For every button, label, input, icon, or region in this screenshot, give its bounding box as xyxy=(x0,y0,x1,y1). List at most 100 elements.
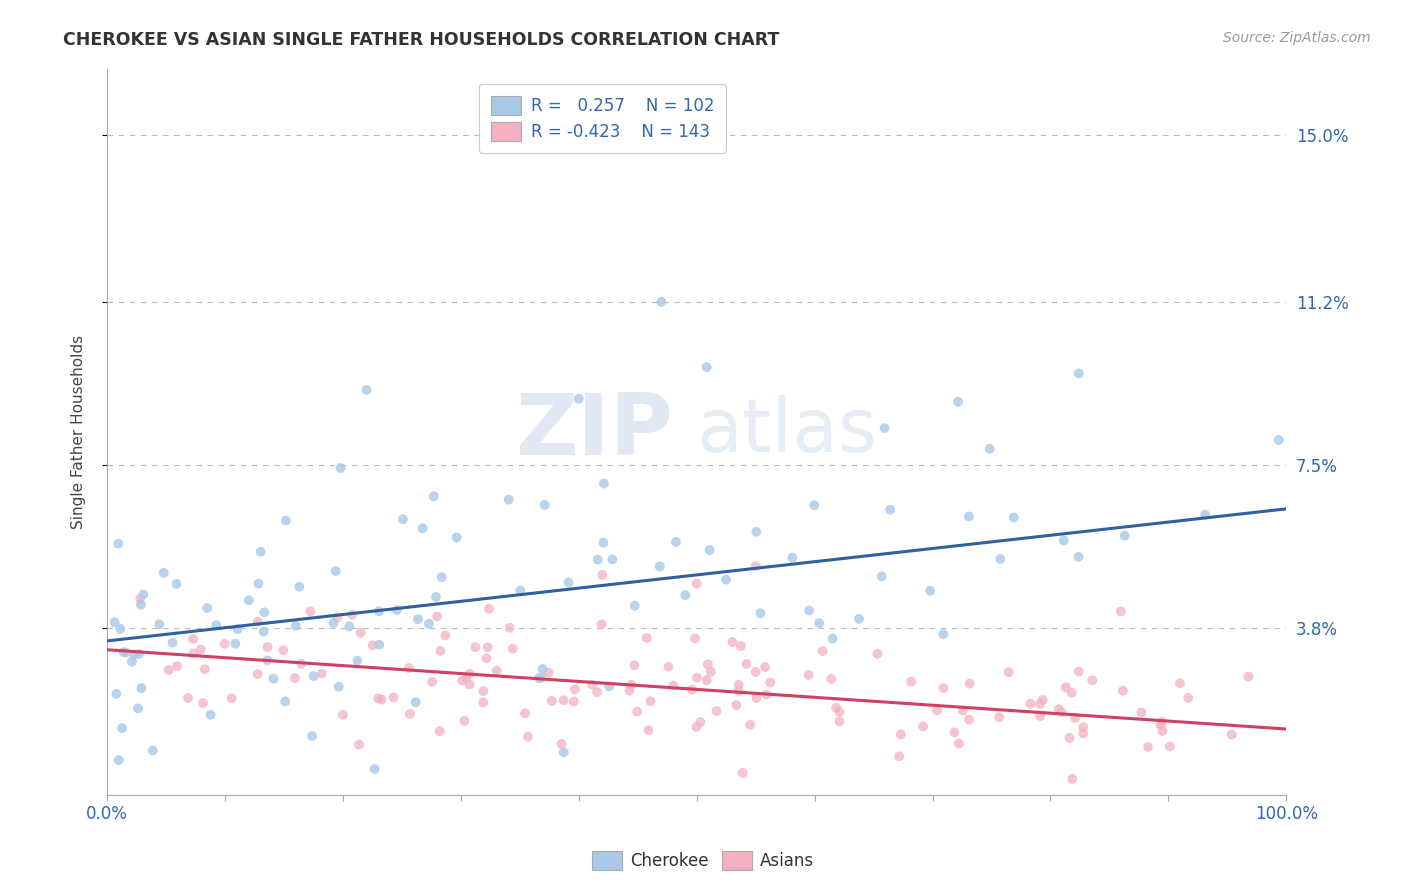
Point xyxy=(782,550,804,565)
Point xyxy=(166,659,188,673)
Point xyxy=(586,552,609,566)
Point xyxy=(249,545,271,559)
Point xyxy=(368,638,391,652)
Legend: R =   0.257    N = 102, R = -0.423    N = 143: R = 0.257 N = 102, R = -0.423 N = 143 xyxy=(479,84,725,153)
Point xyxy=(946,394,969,409)
Text: atlas: atlas xyxy=(697,395,877,468)
Point xyxy=(959,676,981,690)
Point xyxy=(533,498,555,512)
Point xyxy=(828,714,851,729)
Point xyxy=(879,502,901,516)
Point xyxy=(253,605,276,619)
Point xyxy=(347,738,370,752)
Legend: Cherokee, Asians: Cherokee, Asians xyxy=(585,844,821,877)
Point xyxy=(311,666,333,681)
Point xyxy=(456,671,478,685)
Point xyxy=(755,688,778,702)
Point xyxy=(754,660,776,674)
Point xyxy=(759,675,782,690)
Point xyxy=(420,674,443,689)
Point xyxy=(152,566,174,580)
Point xyxy=(498,492,520,507)
Point xyxy=(623,599,645,613)
Point xyxy=(686,576,709,591)
Point xyxy=(1237,669,1260,683)
Point xyxy=(430,570,453,584)
Point xyxy=(367,604,389,618)
Point xyxy=(205,618,228,632)
Point xyxy=(745,665,768,679)
Point xyxy=(129,591,152,606)
Point xyxy=(191,696,214,710)
Point xyxy=(1109,605,1132,619)
Point xyxy=(111,721,134,735)
Point xyxy=(429,724,451,739)
Point xyxy=(1032,693,1054,707)
Point xyxy=(262,672,284,686)
Point xyxy=(485,664,508,678)
Point xyxy=(957,713,980,727)
Point xyxy=(912,719,935,733)
Point xyxy=(1073,720,1095,734)
Point xyxy=(591,568,613,582)
Point xyxy=(177,690,200,705)
Point xyxy=(1060,686,1083,700)
Point xyxy=(714,573,737,587)
Point xyxy=(1168,676,1191,690)
Point xyxy=(721,635,744,649)
Point xyxy=(1064,711,1087,725)
Point xyxy=(686,671,709,685)
Point xyxy=(115,646,138,660)
Point xyxy=(706,704,728,718)
Point xyxy=(1019,697,1042,711)
Point xyxy=(337,619,360,633)
Point xyxy=(541,694,564,708)
Point xyxy=(284,671,307,685)
Point xyxy=(425,590,447,604)
Point xyxy=(900,674,922,689)
Point xyxy=(226,622,249,636)
Point xyxy=(866,647,889,661)
Point xyxy=(406,612,429,626)
Point xyxy=(665,534,688,549)
Point xyxy=(478,601,501,615)
Point xyxy=(997,665,1019,680)
Point xyxy=(509,583,531,598)
Point xyxy=(568,392,591,406)
Point xyxy=(619,683,641,698)
Point xyxy=(426,609,449,624)
Point xyxy=(870,569,893,583)
Point xyxy=(744,559,766,574)
Point xyxy=(412,521,434,535)
Point xyxy=(932,627,955,641)
Point xyxy=(121,655,143,669)
Point xyxy=(477,640,499,655)
Point xyxy=(284,618,307,632)
Point xyxy=(194,662,217,676)
Point xyxy=(1149,718,1171,732)
Point xyxy=(458,666,481,681)
Point xyxy=(302,669,325,683)
Point xyxy=(696,673,718,687)
Point xyxy=(418,616,440,631)
Point xyxy=(740,718,762,732)
Point xyxy=(803,498,825,512)
Point xyxy=(1054,680,1077,694)
Point xyxy=(731,765,754,780)
Point xyxy=(727,678,749,692)
Point xyxy=(1194,508,1216,522)
Point xyxy=(273,643,295,657)
Point xyxy=(821,632,844,646)
Point xyxy=(288,580,311,594)
Point xyxy=(696,360,718,375)
Point xyxy=(626,705,648,719)
Point xyxy=(356,383,378,397)
Point xyxy=(214,637,236,651)
Point xyxy=(349,625,371,640)
Point xyxy=(451,673,474,688)
Point xyxy=(988,552,1011,566)
Point xyxy=(1029,709,1052,723)
Point xyxy=(256,653,278,667)
Point xyxy=(513,706,536,721)
Point xyxy=(797,668,820,682)
